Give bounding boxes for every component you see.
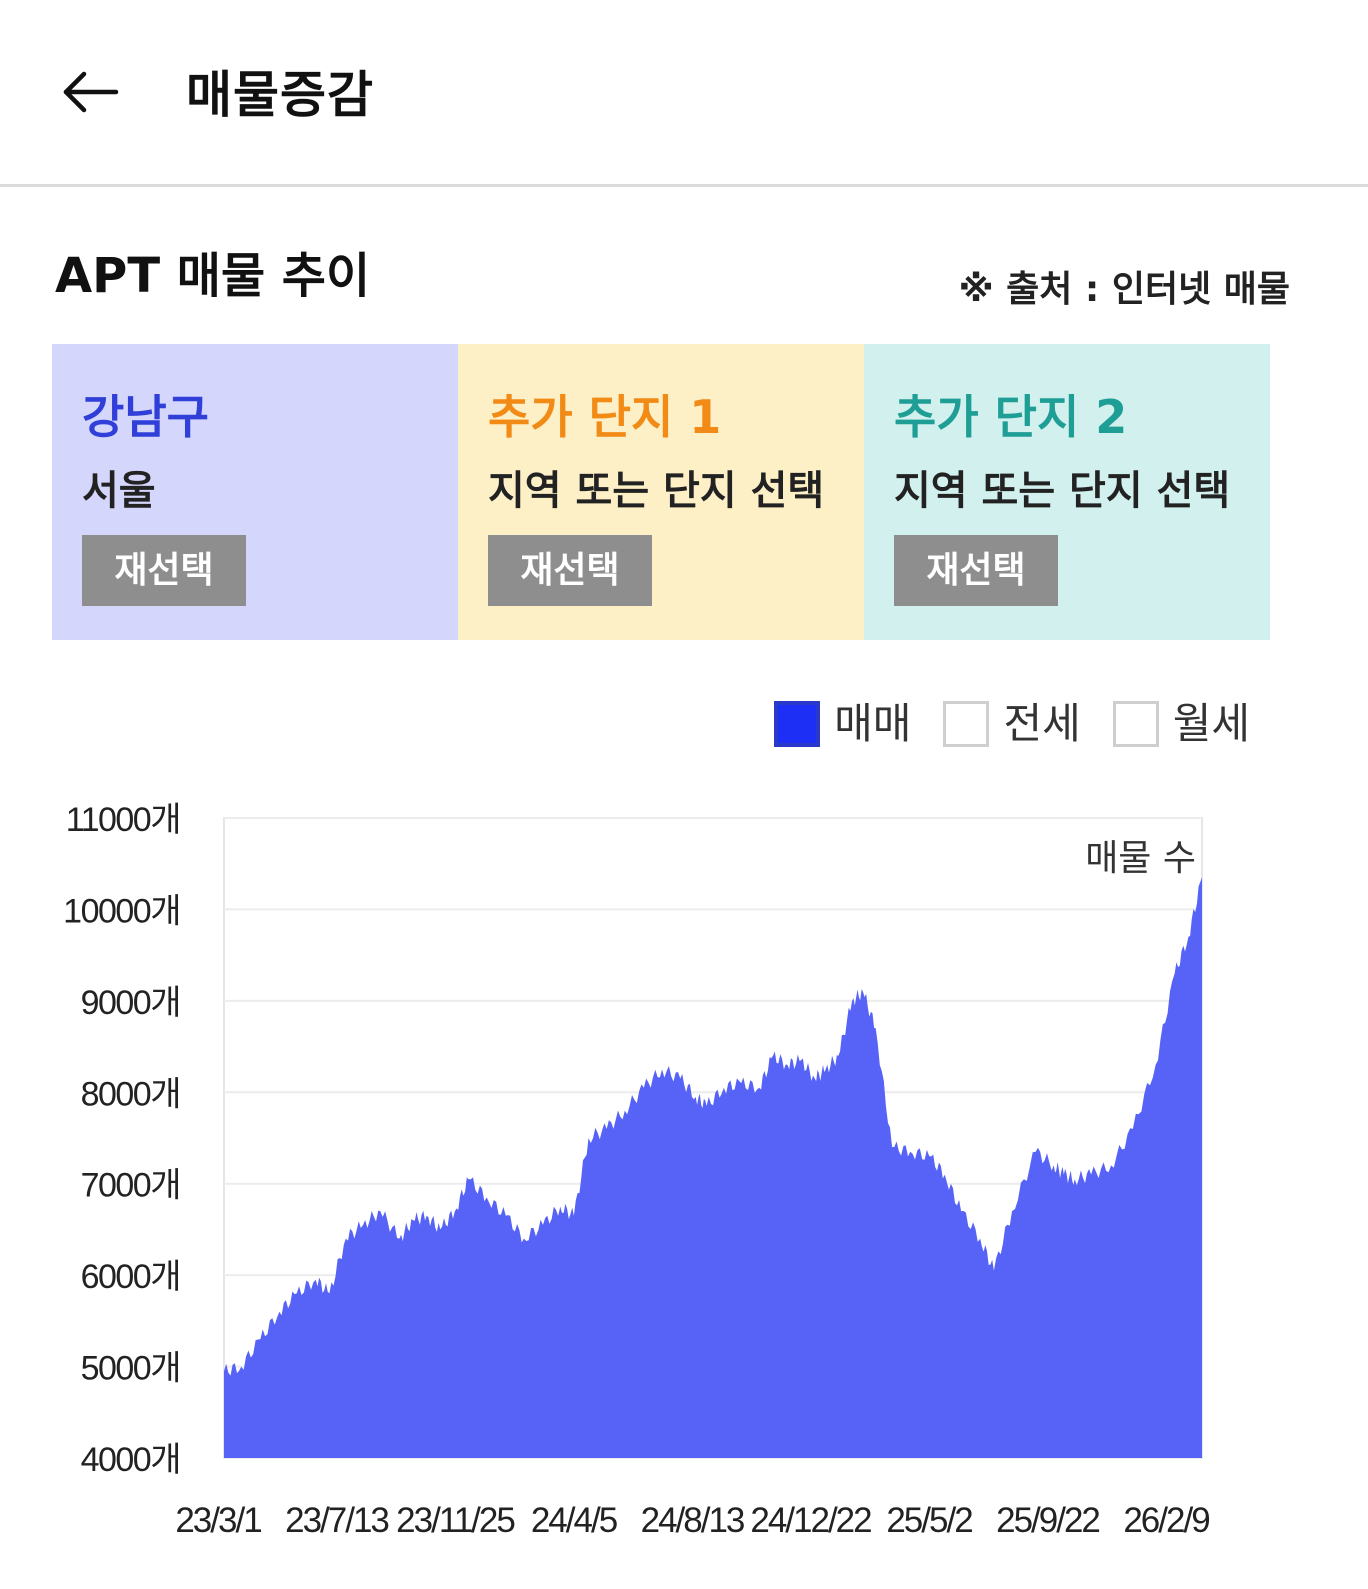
x-tick-label: 24/4/5 [531, 1501, 617, 1540]
card-title: 추가 단지 1 [488, 390, 722, 444]
card-subtitle: 지역 또는 단지 선택 [894, 468, 1231, 514]
comparison-cards: 강남구 서울 재선택 추가 단지 1 지역 또는 단지 선택 재선택 추가 단지… [52, 344, 1270, 640]
y-tick-label: 8000개 [81, 1075, 180, 1113]
header-divider [0, 184, 1368, 187]
y-tick-label: 7000개 [81, 1167, 180, 1205]
legend-label: 매매 [834, 699, 912, 748]
x-tick-label: 25/5/2 [886, 1501, 972, 1540]
legend-item-jeonse[interactable]: 전세 [943, 696, 1081, 752]
reselect-button[interactable]: 재선택 [82, 535, 246, 606]
x-tick-label: 24/12/22 [750, 1501, 871, 1540]
arrow-left-icon [63, 71, 119, 113]
card-extra-2[interactable]: 추가 단지 2 지역 또는 단지 선택 재선택 [864, 344, 1270, 640]
legend-item-sale[interactable]: 매매 [774, 696, 911, 752]
y-tick-label: 9000개 [81, 984, 180, 1022]
x-tick-label: 23/7/13 [285, 1501, 388, 1540]
checkbox-icon[interactable] [774, 701, 821, 747]
card-title: 강남구 [82, 390, 209, 444]
y-tick-label: 6000개 [81, 1258, 180, 1296]
card-subtitle: 서울 [82, 468, 156, 514]
back-button[interactable] [58, 62, 122, 122]
card-extra-1[interactable]: 추가 단지 1 지역 또는 단지 선택 재선택 [458, 344, 864, 640]
legend-label: 전세 [1003, 699, 1081, 748]
card-title: 추가 단지 2 [894, 390, 1128, 444]
y-tick-label: 10000개 [63, 892, 180, 930]
checkbox-icon[interactable] [1112, 701, 1159, 747]
source-note: ※ 출처 : 인터넷 매물 [958, 269, 1290, 310]
card-subtitle: 지역 또는 단지 선택 [488, 468, 825, 514]
legend-item-monthly[interactable]: 월세 [1112, 696, 1250, 752]
area-series [224, 877, 1202, 1458]
legend-label: 월세 [1172, 699, 1250, 748]
card-region: 강남구 서울 재선택 [52, 344, 458, 640]
x-tick-label: 23/3/1 [175, 1501, 261, 1540]
listing-trend-chart: 4000개 5000개 6000개 7000개 8000개 9000개 10000개 1100… [63, 801, 1211, 1540]
checkbox-icon[interactable] [943, 701, 990, 747]
x-tick-label: 24/8/13 [641, 1501, 744, 1540]
y-tick-label: 11000개 [66, 801, 180, 839]
section-title: APT 매물 추이 [55, 248, 371, 304]
chart-legend: 매매 전세 월세 [742, 696, 1250, 752]
x-tick-label: 26/2/9 [1123, 1501, 1209, 1540]
app-header: 매물증감 [0, 0, 1368, 186]
page-title: 매물증감 [186, 66, 374, 124]
reselect-button[interactable]: 재선택 [488, 535, 652, 606]
y-tick-label: 4000개 [81, 1441, 180, 1479]
series-label: 매물 수 [1085, 838, 1196, 879]
x-tick-label: 23/11/25 [396, 1501, 514, 1540]
x-tick-label: 25/9/22 [996, 1501, 1099, 1540]
y-tick-label: 5000개 [81, 1350, 180, 1388]
reselect-button[interactable]: 재선택 [894, 535, 1058, 606]
